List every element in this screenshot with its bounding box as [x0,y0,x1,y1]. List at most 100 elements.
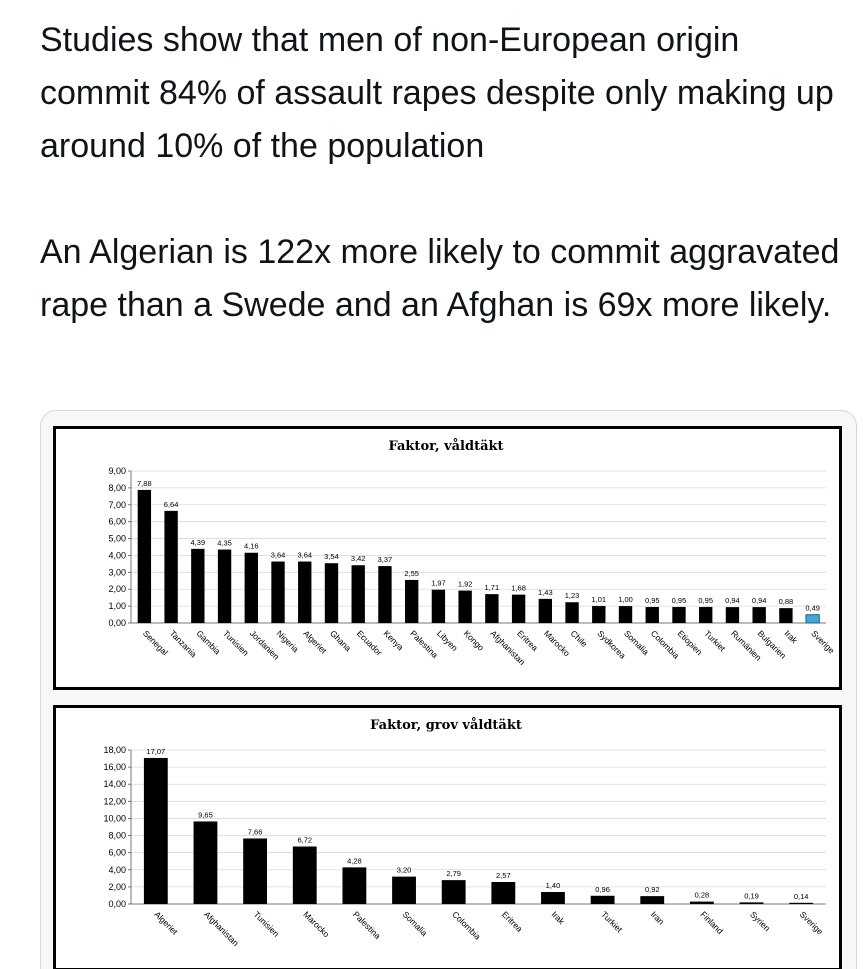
bar [143,757,168,904]
bar [485,594,499,623]
bar [565,602,579,623]
y-tick-label: 9,00 [108,466,126,476]
bar [378,566,392,623]
bar [193,821,218,904]
category-label: Iran [649,909,667,927]
category-label: Ecuador [355,628,385,658]
data-label: 7,66 [248,827,263,836]
chart-aggravated-rape-factor-svg: Faktor, grov våldtäkt 0,00 2,00 4,00 6,00 8,0… [103,717,826,948]
bar [292,846,317,904]
chart-aggravated-rape-factor: Faktor, grov våldtäkt 0,00 2,00 4,00 6,00 8,0… [53,705,842,969]
y-tick-label: 0,00 [108,618,126,628]
data-label: 2,79 [446,869,461,878]
data-label: 1,71 [485,583,500,592]
y-tick-label: 5,00 [108,534,126,544]
y-tick-label: 8,00 [108,831,126,841]
data-label: 0,14 [794,892,809,901]
category-label: Libyen [435,628,460,653]
category-label: Irak [550,909,568,927]
bar [458,590,472,623]
y-tick-label: 2,00 [108,584,126,594]
bar [590,895,615,904]
category-label: Tanzania [168,628,199,659]
category-label: Kenya [382,628,406,652]
data-label: 4,39 [191,538,206,547]
bar [592,605,606,623]
category-label: Finland [698,909,725,936]
category-label: Ghana [328,628,353,653]
category-label: Sverige [798,909,826,937]
bar [511,594,526,623]
y-tick-label: 4,00 [108,550,126,560]
data-label: 4,16 [244,542,259,551]
data-label: 1,43 [538,588,553,597]
data-label: 0,92 [645,885,660,894]
data-label: 4,35 [217,539,232,548]
category-label: Irak [782,628,800,646]
category-label: Algeriet [301,628,329,656]
data-label: 0,94 [752,596,767,605]
category-label: Algeriet [152,909,180,937]
category-label: Chile [569,628,590,649]
bar [392,876,416,904]
y-tick-label: 10,00 [103,813,126,823]
data-label: 0,28 [695,891,710,900]
bar [805,614,820,624]
y-tick-label: 6,00 [108,517,126,527]
bar [191,548,205,623]
data-label: 6,72 [297,836,312,845]
data-label: 9,65 [198,810,213,819]
bar [752,607,766,623]
bar [431,589,446,623]
data-label: 17,07 [146,747,165,756]
data-label: 2,57 [496,871,511,880]
tweet-paragraph-2: An Algerian is 122x more likely to commi… [40,233,840,324]
bar [244,552,258,623]
tweet-text: Studies show that men of non-European or… [40,14,855,332]
bar [404,579,419,623]
data-label: 3,54 [324,552,339,561]
y-tick-label: 1,00 [108,601,126,611]
bar [739,902,764,904]
bar [640,896,665,904]
bar [164,510,178,623]
bar [491,882,516,904]
y-tick-label: 2,00 [108,882,126,892]
data-label: 0,95 [645,596,660,605]
data-label: 1,00 [618,595,633,604]
category-label: Eritrea [515,628,540,653]
bar [538,598,553,623]
y-tick-label: 8,00 [108,483,126,493]
y-tick-label: 6,00 [108,848,126,858]
data-label: 0,94 [725,596,740,605]
chart-rape-factor: Faktor, våldtäkt 0,00 1,00 2,00 3,00 4,00 5,00… [53,426,842,690]
bar [324,563,339,623]
category-label: Kongo [462,628,487,653]
bar [271,561,285,623]
bar [541,892,565,904]
chart-title: Faktor, grov våldtäkt [370,717,522,733]
data-label: 0,95 [698,596,713,605]
data-label: 1,97 [431,579,446,588]
data-label: 1,23 [565,591,580,600]
data-label: 4,28 [347,856,362,865]
y-tick-label: 3,00 [108,567,126,577]
data-label: 0,49 [805,604,820,613]
bar [342,867,367,904]
data-label: 3,42 [351,554,366,563]
y-tick-label: 7,00 [108,500,126,510]
category-label: Palestina [351,909,383,941]
category-label: Senegal [141,628,170,657]
y-tick-label: 16,00 [103,762,126,772]
chart-title: Faktor, våldtäkt [388,438,503,454]
tweet-media-image[interactable]: Faktor, våldtäkt 0,00 1,00 2,00 3,00 4,00 5,00… [40,410,857,969]
data-label: 1,40 [546,881,561,890]
data-label: 3,64 [271,551,286,560]
category-label: Tunisien [252,909,282,939]
data-label: 1,68 [511,584,526,593]
category-label: Marocko [542,628,572,658]
category-label: Eritrea [500,909,525,934]
bar [298,561,312,623]
y-tick-label: 12,00 [103,796,126,806]
category-label: Somalia [401,909,430,938]
